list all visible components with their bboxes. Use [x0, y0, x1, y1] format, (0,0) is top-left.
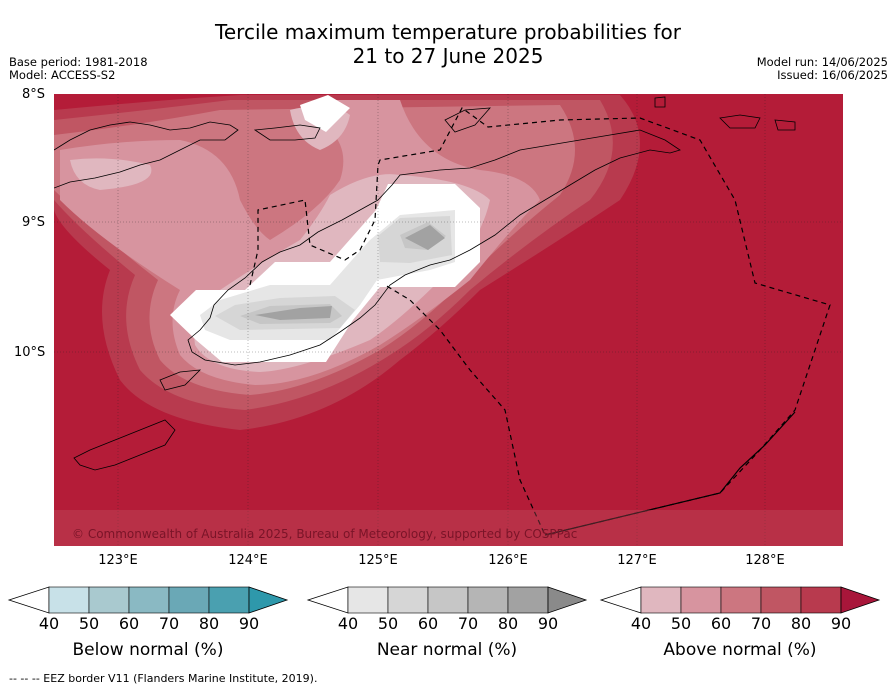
coast-sumba [73, 419, 176, 471]
colorbar-tick-label: 50 [670, 614, 692, 633]
colorbar-tick-label: 80 [497, 614, 519, 633]
colorbar-segment [680, 586, 722, 614]
legend-above-label: Above normal (%) [663, 640, 817, 660]
lon-label-127e: 127°E [617, 553, 657, 568]
meta-right: Model run: 14/06/2025 Issued: 16/06/2025 [757, 56, 888, 82]
legend-near-label: Near normal (%) [376, 640, 518, 660]
colorbar-tick-label: 70 [457, 614, 479, 633]
coastlines [54, 96, 796, 471]
colorbars [7, 586, 881, 614]
colorbar-segment [760, 586, 802, 614]
eez-solid [544, 411, 796, 536]
colorbar-tick-label: 90 [238, 614, 260, 633]
colorbar-tick-label: 90 [830, 614, 852, 633]
lat-label-9s: 9°S [22, 215, 46, 230]
copyright-notice: © Commonwealth of Australia 2025, Bureau… [72, 527, 578, 541]
coast-timor [187, 129, 681, 366]
colorbar-segment [800, 586, 842, 614]
gridlines [54, 94, 843, 546]
colorbar-over-arrow [248, 586, 289, 614]
colorbar-segment [640, 586, 682, 614]
colorbar-segment [48, 586, 90, 614]
lat-label-8s: 8°S [22, 87, 46, 102]
colorbar-tick-label: 40 [630, 614, 652, 633]
legend-below-label: Below normal (%) [72, 640, 224, 660]
chart-title: Tercile maximum temperature probabilitie… [0, 20, 896, 68]
colorbar-tick-label: 60 [118, 614, 140, 633]
colorbar-tick-label: 60 [710, 614, 732, 633]
colorbar-tick-label: 90 [537, 614, 559, 633]
colorbar-segment [168, 586, 210, 614]
colorbar-below [7, 586, 289, 614]
model-run: Model run: 14/06/2025 [756, 55, 888, 69]
issued-date: Issued: 16/06/2025 [777, 68, 888, 82]
colorbar-segment [88, 586, 130, 614]
lon-label-124e: 124°E [228, 553, 268, 568]
base-period: Base period: 1981-2018 [9, 55, 148, 69]
footer-note: -- -- -- EEZ border V11 (Flanders Marine… [9, 672, 318, 685]
lon-label-126e: 126°E [488, 553, 528, 568]
colorbar-tick-label: 70 [158, 614, 180, 633]
colorbar-under-arrow [599, 586, 642, 614]
colorbar-segment [208, 586, 250, 614]
eez-border [249, 107, 831, 536]
colorbar-tick-label: 40 [337, 614, 359, 633]
colorbar-above [599, 586, 881, 614]
colorbar-tick-label: 40 [38, 614, 60, 633]
coast-rote [159, 369, 202, 391]
southern-band [54, 510, 843, 546]
near-island-white [300, 95, 350, 132]
title-line-2: 21 to 27 June 2025 [352, 44, 544, 68]
colorbar-over-arrow [547, 586, 588, 614]
lon-label-128e: 128°E [745, 553, 785, 568]
colorbar-tick-label: 70 [750, 614, 772, 633]
colorbar-segment [467, 586, 509, 614]
colorbar-tick-label: 60 [417, 614, 439, 633]
above-band-40 [70, 106, 490, 372]
colorbar-tick-label: 50 [78, 614, 100, 633]
model-name: Model: ACCESS-S2 [9, 68, 116, 82]
near-band-70 [255, 225, 445, 320]
lat-label-10s: 10°S [14, 345, 46, 360]
map-area [54, 94, 843, 546]
colorbar-tick-label: 50 [377, 614, 399, 633]
near-band-50 [215, 216, 452, 330]
colorbar-segment [347, 586, 389, 614]
colorbar-segment [507, 586, 549, 614]
coast-wetar [444, 107, 491, 133]
colorbar-tick-label: 80 [790, 614, 812, 633]
colorbar-segment [720, 586, 762, 614]
meta-left: Base period: 1981-2018 Model: ACCESS-S2 [9, 56, 148, 82]
lon-label-123e: 123°E [98, 553, 138, 568]
coast-alor [253, 124, 321, 141]
colorbar-over-arrow [840, 586, 881, 614]
title-line-1: Tercile maximum temperature probabilitie… [215, 20, 681, 44]
coast-flores [54, 121, 239, 189]
coast-small-islands [654, 96, 796, 131]
colorbar-under-arrow [7, 586, 50, 614]
colorbar-segment [387, 586, 429, 614]
lon-label-125e: 125°E [358, 553, 398, 568]
colorbar-segment [128, 586, 170, 614]
colorbar-near [306, 586, 588, 614]
colorbar-segment [427, 586, 469, 614]
colorbar-tick-label: 80 [198, 614, 220, 633]
colorbar-under-arrow [306, 586, 349, 614]
